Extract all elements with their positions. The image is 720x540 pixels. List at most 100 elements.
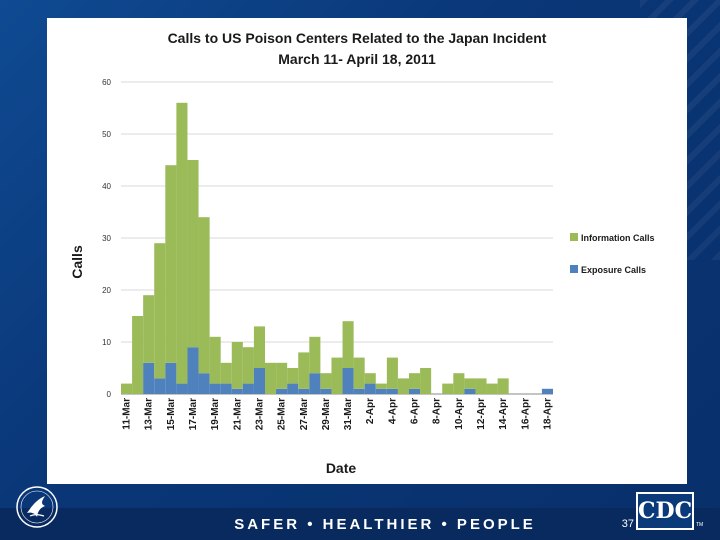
information-bar xyxy=(165,165,177,363)
exposure-bar xyxy=(154,378,166,394)
information-bar xyxy=(342,321,354,368)
exposure-bar xyxy=(276,388,288,394)
chart-panel: Calls to US Poison Centers Related to th… xyxy=(47,18,687,484)
page-number: 37 xyxy=(621,518,634,530)
x-tick-label: 29-Mar xyxy=(321,398,332,430)
information-bar xyxy=(464,378,476,389)
legend-label: Exposure Calls xyxy=(581,265,646,275)
information-bar xyxy=(298,352,310,389)
exposure-bar xyxy=(220,383,232,394)
information-bar xyxy=(409,373,421,389)
information-bar xyxy=(397,378,409,394)
cdc-trademark: TM xyxy=(696,522,704,528)
exposure-bar xyxy=(409,388,421,394)
exposure-bar xyxy=(353,388,365,394)
x-tick-label: 17-Mar xyxy=(188,398,199,430)
x-tick-label: 19-Mar xyxy=(210,398,221,430)
information-bar xyxy=(475,378,487,394)
information-bar xyxy=(220,362,232,384)
information-bar xyxy=(154,243,166,379)
information-bar xyxy=(287,368,299,384)
x-tick-label: 15-Mar xyxy=(166,398,177,430)
exposure-bar xyxy=(231,388,243,394)
exposure-bar xyxy=(309,373,321,394)
exposure-bar xyxy=(242,383,254,394)
exposure-bar xyxy=(253,368,265,394)
legend-label: Information Calls xyxy=(581,233,655,243)
exposure-bar xyxy=(198,373,210,394)
hhs-eagle-logo xyxy=(16,486,58,528)
exposure-bar xyxy=(298,388,310,394)
information-bar xyxy=(497,378,509,394)
chart-title: Calls to US Poison Centers Related to th… xyxy=(168,30,547,46)
legend-swatch xyxy=(570,233,578,241)
information-bar xyxy=(386,357,398,389)
y-tick-label: 20 xyxy=(102,286,111,295)
x-tick-label: 21-Mar xyxy=(232,398,243,430)
information-bar xyxy=(242,347,254,384)
stacked-bar-chart: Calls to US Poison Centers Related to th… xyxy=(69,30,655,476)
cdc-logo: CDC xyxy=(636,492,694,530)
bars xyxy=(121,102,553,394)
exposure-bar xyxy=(176,383,188,394)
x-tick-label: 13-Mar xyxy=(144,398,155,430)
information-bar xyxy=(353,357,365,389)
x-tick-label: 27-Mar xyxy=(299,398,310,430)
information-bar xyxy=(187,160,199,348)
x-tick-label: 23-Mar xyxy=(254,398,265,430)
x-tick-label: 14-Apr xyxy=(498,398,509,430)
information-bar xyxy=(486,383,498,394)
x-tick-label: 18-Apr xyxy=(542,398,553,430)
x-tick-label: 11-Mar xyxy=(122,398,133,430)
information-bar xyxy=(265,362,277,394)
information-bar xyxy=(420,368,432,394)
exposure-bar xyxy=(143,362,155,394)
chart-subtitle: March 11- April 18, 2011 xyxy=(278,51,436,67)
x-tick-label: 6-Apr xyxy=(410,398,421,424)
exposure-bar xyxy=(541,388,553,394)
x-tick-label: 31-Mar xyxy=(343,398,354,430)
information-bar xyxy=(121,383,133,394)
y-tick-label: 30 xyxy=(102,234,111,243)
information-bar xyxy=(375,383,387,389)
y-tick-label: 60 xyxy=(102,78,111,87)
x-tick-label: 4-Apr xyxy=(387,398,398,424)
x-tick-label: 2-Apr xyxy=(365,398,376,424)
x-tick-label: 12-Apr xyxy=(476,398,487,430)
y-axis-label: Calls xyxy=(69,245,85,279)
information-bar xyxy=(209,336,221,384)
exposure-bar xyxy=(364,383,376,394)
x-tick-label: 10-Apr xyxy=(454,398,465,430)
information-bar xyxy=(143,295,155,363)
information-bar xyxy=(453,373,465,394)
information-bar xyxy=(364,373,376,384)
information-bar xyxy=(253,326,265,368)
y-tick-label: 0 xyxy=(107,390,112,399)
cdc-logo-text: CDC xyxy=(638,494,692,528)
y-tick-label: 10 xyxy=(102,338,111,347)
exposure-bar xyxy=(375,388,387,394)
x-tick-label: 8-Apr xyxy=(432,398,443,424)
legend: Information Calls Exposure Calls xyxy=(570,233,655,275)
exposure-bar xyxy=(209,383,221,394)
information-bar xyxy=(442,383,454,394)
x-tick-label: 25-Mar xyxy=(277,398,288,430)
y-tick-label: 50 xyxy=(102,130,111,139)
information-bar xyxy=(309,336,321,374)
information-bar xyxy=(331,357,343,394)
exposure-bar xyxy=(187,347,199,394)
y-tick-labels: 0 10 20 30 40 50 60 xyxy=(102,78,111,399)
footer-bar xyxy=(0,508,720,540)
exposure-bar xyxy=(342,368,354,394)
y-tick-label: 40 xyxy=(102,182,111,191)
information-bar xyxy=(198,217,210,374)
legend-swatch xyxy=(570,265,578,273)
x-tick-labels: 11-Mar 13-Mar 15-Mar 17-Mar 19-Mar 21-Mar 23-M… xyxy=(122,398,554,430)
information-bar xyxy=(276,362,288,389)
information-bar xyxy=(176,102,188,384)
exposure-bar xyxy=(287,383,299,394)
x-tick-label: 16-Apr xyxy=(520,398,531,430)
exposure-bar xyxy=(386,388,398,394)
x-axis-label: Date xyxy=(326,460,357,476)
exposure-bar xyxy=(464,388,476,394)
